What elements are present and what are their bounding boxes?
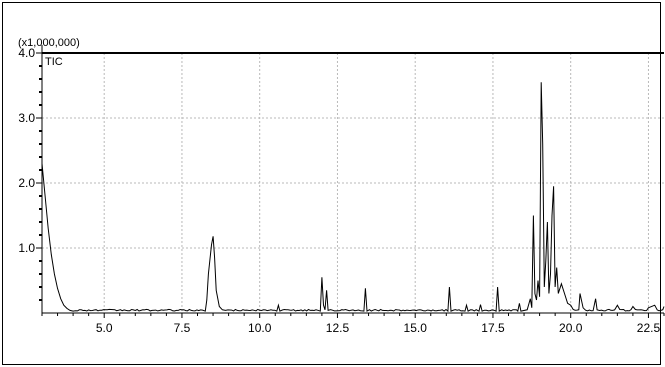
series-label-tic: TIC xyxy=(45,56,63,68)
x-tick-label: 22.5 xyxy=(637,321,661,335)
tic-trace xyxy=(41,82,665,313)
x-tick-label: 12.5 xyxy=(326,321,350,335)
y-multiplier-label: (x1,000,000) xyxy=(18,37,80,49)
y-tick-label: 2.0 xyxy=(18,176,35,190)
y-tick-label: 3.0 xyxy=(18,111,35,125)
x-tick-label: 20.0 xyxy=(559,321,583,335)
x-tick-label: 7.5 xyxy=(174,321,191,335)
x-tick-label: 5.0 xyxy=(96,321,113,335)
grid-lines xyxy=(42,53,664,313)
y-tick-label: 1.0 xyxy=(18,241,35,255)
x-tick-label: 15.0 xyxy=(404,321,428,335)
x-tick-label: 17.5 xyxy=(481,321,505,335)
y-tick-label: 4.0 xyxy=(18,46,35,60)
x-tick-label: 10.0 xyxy=(248,321,272,335)
x-ticks: 5.0 7.5 10.0 12.5 15.0 17.5 20.0 22.5 xyxy=(41,313,665,335)
y-ticks: 1.0 2.0 3.0 4.0 xyxy=(18,46,42,301)
